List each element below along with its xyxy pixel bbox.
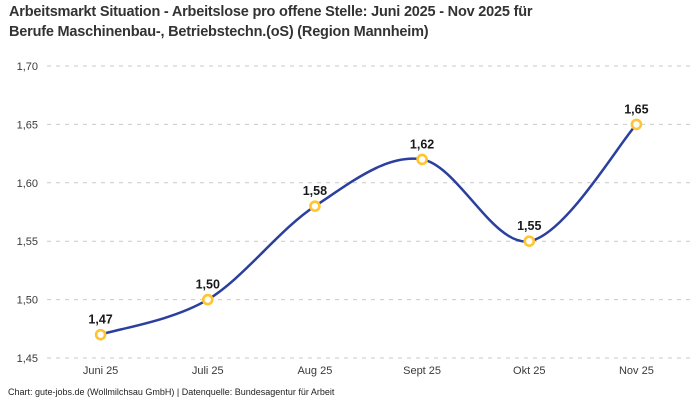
data-point-label: 1,65 xyxy=(624,102,648,116)
y-tick-label: 1,55 xyxy=(17,236,38,248)
x-tick-label: Sept 25 xyxy=(403,365,441,377)
y-tick-label: 1,45 xyxy=(17,353,38,365)
x-tick-label: Okt 25 xyxy=(513,365,545,377)
y-tick-label: 1,60 xyxy=(17,178,38,190)
data-point-marker xyxy=(630,118,643,131)
data-point-marker xyxy=(523,235,536,247)
data-point-label: 1,55 xyxy=(517,219,541,233)
data-point-label: 1,62 xyxy=(410,137,434,151)
chart-title-line-1: Arbeitsmarkt Situation - Arbeitslose pro… xyxy=(9,4,533,20)
data-point-marker xyxy=(201,293,214,306)
y-tick-label: 1,50 xyxy=(17,295,38,307)
x-tick-label: Juni 25 xyxy=(83,365,118,377)
y-tick-label: 1,70 xyxy=(17,61,38,73)
chart-title: Arbeitsmarkt Situation - Arbeitslose pro… xyxy=(9,2,689,42)
data-point-label: 1,47 xyxy=(88,313,112,327)
chart-credit: Chart: gute-jobs.de (Wollmilchsau GmbH) … xyxy=(8,387,335,397)
x-tick-label: Aug 25 xyxy=(297,365,332,377)
x-tick-label: Nov 25 xyxy=(619,365,654,377)
chart-title-line-2: Berufe Maschinenbau-, Betriebstechn.(oS)… xyxy=(9,24,429,40)
data-point-marker xyxy=(309,200,321,212)
data-point-marker xyxy=(416,153,428,166)
data-point-marker xyxy=(94,328,107,341)
data-point-label: 1,58 xyxy=(303,184,327,198)
x-tick-label: Juli 25 xyxy=(192,365,224,377)
y-tick-label: 1,65 xyxy=(17,119,38,131)
data-point-label: 1,50 xyxy=(196,278,220,292)
series-line xyxy=(99,123,638,336)
